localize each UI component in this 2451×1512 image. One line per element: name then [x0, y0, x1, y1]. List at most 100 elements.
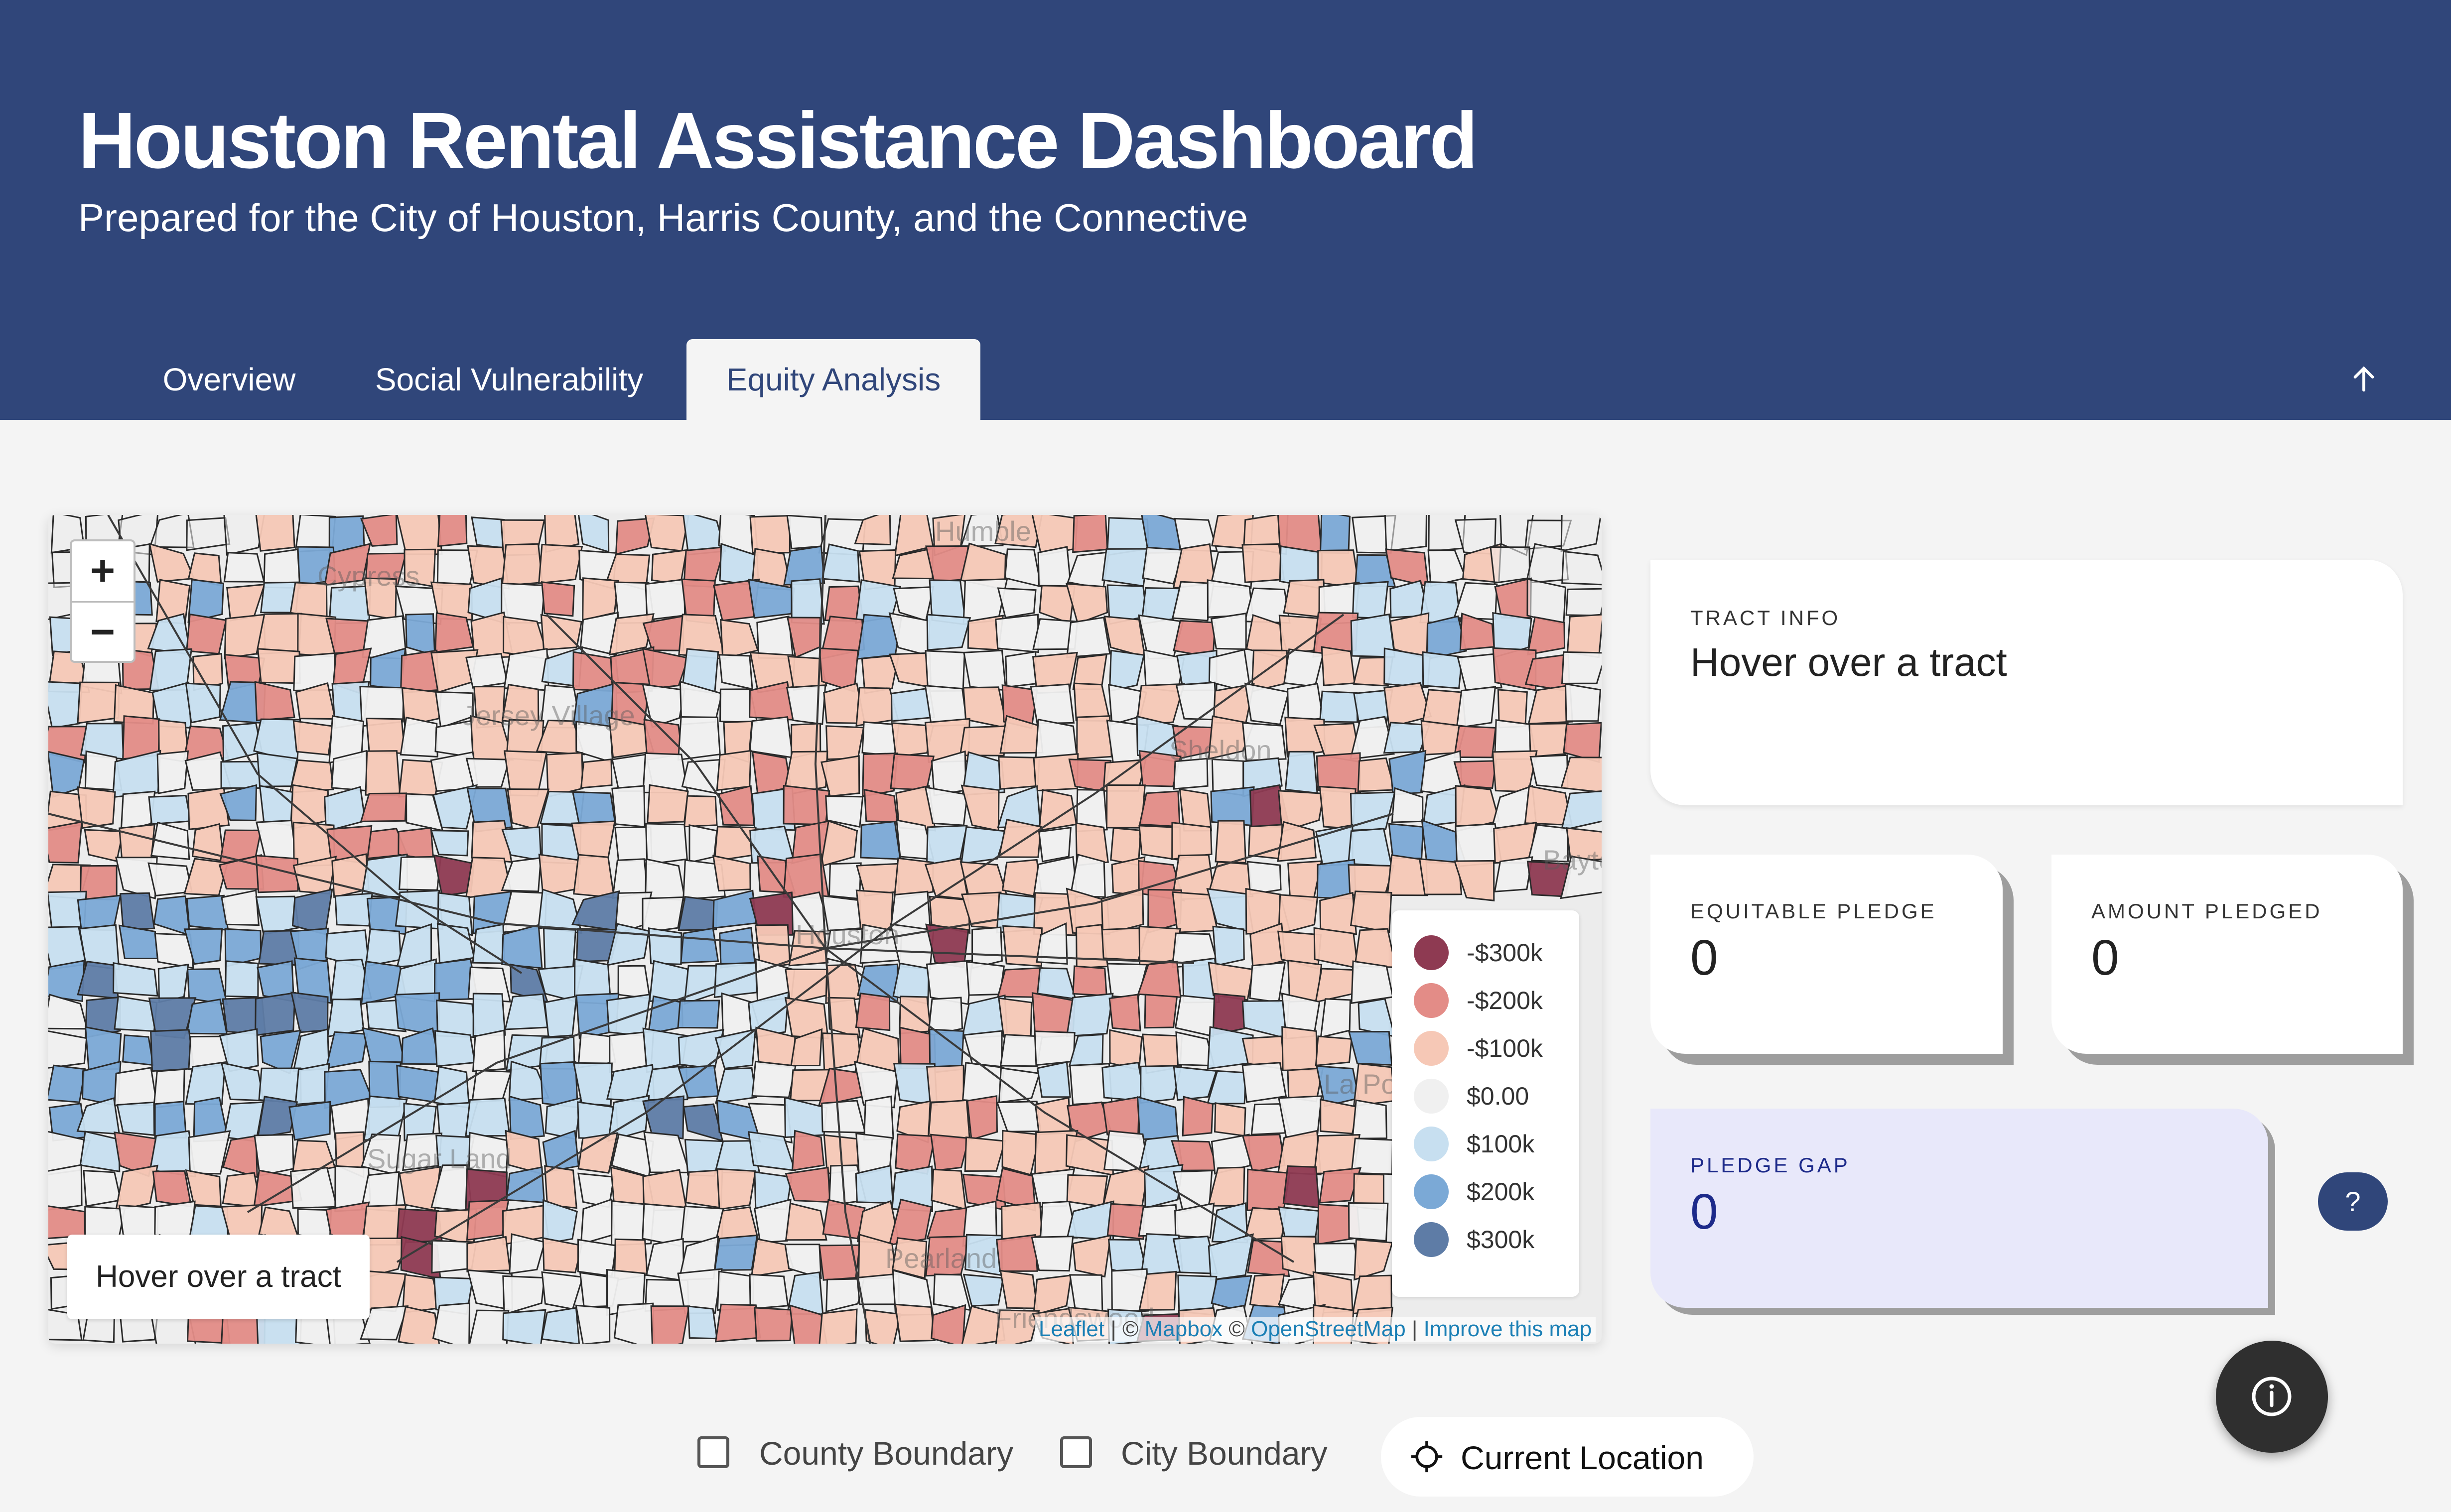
census-tract[interactable] [1037, 546, 1072, 588]
census-tract[interactable] [1560, 515, 1602, 552]
census-tract[interactable] [1319, 690, 1359, 723]
census-tract[interactable] [154, 932, 194, 969]
census-tract[interactable] [48, 1164, 83, 1211]
census-tract[interactable] [1350, 791, 1396, 831]
census-tract[interactable] [1277, 1206, 1320, 1238]
census-tract[interactable] [1277, 790, 1325, 833]
census-tract[interactable] [1319, 1167, 1362, 1204]
census-tract[interactable] [220, 1061, 265, 1102]
census-tract[interactable] [85, 996, 121, 1039]
census-tract[interactable] [1208, 1233, 1254, 1281]
census-tract[interactable] [784, 1244, 822, 1279]
census-tract[interactable] [119, 892, 155, 931]
census-tract[interactable] [678, 895, 718, 931]
census-tract[interactable] [1287, 860, 1323, 902]
census-tract[interactable] [1348, 1202, 1389, 1242]
census-tract[interactable] [1354, 1239, 1393, 1281]
census-tract[interactable] [891, 722, 935, 757]
census-tract[interactable] [928, 1099, 971, 1140]
census-tract[interactable] [756, 615, 794, 659]
census-tract[interactable] [257, 1096, 298, 1138]
census-tract[interactable] [925, 650, 965, 692]
census-tract[interactable] [219, 1028, 259, 1072]
census-tract[interactable] [1313, 1243, 1361, 1276]
current-location-button[interactable]: Current Location [1381, 1417, 1754, 1497]
census-tract[interactable] [1174, 517, 1218, 552]
census-tract[interactable] [1106, 1203, 1145, 1240]
census-tract[interactable] [714, 1303, 761, 1343]
census-tract[interactable] [400, 716, 438, 758]
census-tract[interactable] [1349, 716, 1395, 760]
openstreetmap-link[interactable]: OpenStreetMap [1251, 1317, 1406, 1341]
census-tract[interactable] [1560, 790, 1602, 832]
census-tract[interactable] [1456, 686, 1497, 729]
census-tract[interactable] [1561, 550, 1602, 586]
arrow-up-icon[interactable] [2346, 361, 2381, 396]
census-tract[interactable] [396, 515, 443, 555]
census-tract[interactable] [365, 552, 407, 586]
census-tract[interactable] [971, 926, 1003, 969]
census-tract[interactable] [219, 784, 258, 821]
census-tract[interactable] [433, 1066, 470, 1109]
census-tract[interactable] [931, 1168, 967, 1211]
census-tract[interactable] [754, 1307, 794, 1342]
census-tract[interactable] [509, 1233, 546, 1274]
census-tract[interactable] [718, 654, 753, 690]
census-tract[interactable] [1072, 1234, 1112, 1278]
census-tract[interactable] [1136, 1096, 1179, 1140]
census-tract[interactable] [611, 785, 646, 828]
census-tract[interactable] [783, 545, 825, 586]
census-tract[interactable] [1076, 715, 1112, 760]
census-tract[interactable] [502, 1275, 545, 1316]
census-tract[interactable] [362, 1027, 406, 1064]
census-tract[interactable] [1138, 1204, 1179, 1237]
census-tract[interactable] [926, 1207, 968, 1240]
census-tract[interactable] [821, 1100, 866, 1134]
census-tract[interactable] [48, 960, 85, 1003]
census-tract[interactable] [1564, 683, 1602, 722]
census-tract[interactable] [1388, 823, 1424, 860]
census-tract[interactable] [963, 1030, 1003, 1068]
census-tract[interactable] [571, 791, 617, 826]
census-tract[interactable] [827, 997, 861, 1039]
census-tract[interactable] [1101, 1061, 1147, 1102]
census-tract[interactable] [471, 1069, 512, 1103]
census-tract[interactable] [825, 795, 864, 828]
census-tract[interactable] [405, 613, 436, 657]
census-tract[interactable] [1313, 927, 1359, 969]
census-tract[interactable] [1494, 856, 1533, 892]
census-tract[interactable] [1211, 1274, 1252, 1313]
census-tract[interactable] [472, 993, 506, 1037]
census-tract[interactable] [48, 1205, 86, 1239]
census-tract[interactable] [894, 1303, 936, 1342]
census-tract[interactable] [791, 1130, 825, 1171]
census-tract[interactable] [683, 965, 718, 1006]
census-tract[interactable] [789, 1304, 828, 1344]
census-tract[interactable] [680, 927, 719, 964]
census-tract[interactable] [1208, 715, 1255, 760]
census-tract[interactable] [541, 1271, 584, 1310]
census-tract[interactable] [926, 614, 971, 651]
census-tract[interactable] [1241, 722, 1287, 761]
census-tract[interactable] [1214, 1102, 1246, 1137]
census-tract[interactable] [186, 613, 227, 655]
census-tract[interactable] [1215, 820, 1247, 864]
census-tract[interactable] [1426, 615, 1468, 660]
census-tract[interactable] [359, 685, 405, 727]
census-tract[interactable] [1315, 1035, 1353, 1067]
census-tract[interactable] [1246, 861, 1282, 895]
census-tract[interactable] [1072, 965, 1107, 997]
census-tract[interactable] [192, 652, 224, 691]
census-tract[interactable] [1207, 579, 1254, 618]
census-tract[interactable] [959, 861, 1008, 897]
census-tract[interactable] [509, 1095, 545, 1140]
leaflet-link[interactable]: Leaflet [1039, 1317, 1105, 1341]
census-tract[interactable] [1284, 751, 1318, 794]
census-tract[interactable] [1210, 786, 1255, 827]
census-tract[interactable] [642, 896, 684, 934]
census-tract[interactable] [504, 993, 548, 1030]
census-tract[interactable] [1453, 582, 1498, 621]
census-tract[interactable] [1315, 968, 1354, 1004]
census-tract[interactable] [1418, 858, 1463, 895]
census-tract[interactable] [256, 819, 297, 861]
